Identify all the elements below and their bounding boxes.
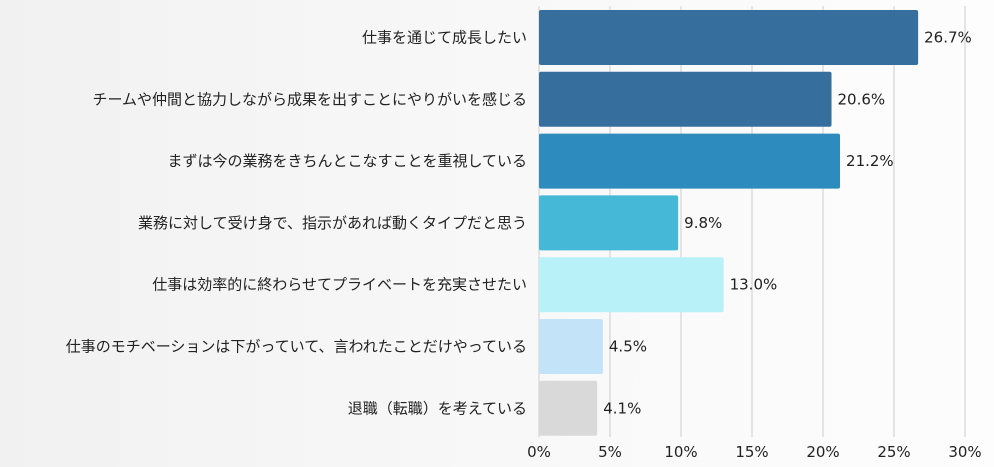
category-label-3: 業務に対して受け身で、指示があれば動くタイプだと思う — [138, 214, 527, 232]
category-label-2: まずは今の業務をきちんとこなすことを重視している — [167, 152, 527, 170]
bar-1 — [539, 71, 832, 127]
bar-2 — [539, 133, 841, 189]
x-tick-label-5: 25% — [877, 443, 910, 461]
bar-4 — [539, 257, 724, 313]
x-tick-label-1: 5% — [598, 443, 622, 461]
x-tick-label-6: 30% — [948, 443, 981, 461]
value-label-4: 13.0% — [730, 276, 778, 294]
bar-5 — [539, 319, 603, 374]
x-tick-label-3: 15% — [735, 443, 768, 461]
category-label-5: 仕事のモチベーションは下がっていて、言われたことだけやっている — [66, 338, 527, 356]
bar-6 — [539, 380, 598, 436]
x-tick-label-2: 10% — [664, 443, 697, 461]
bar-3 — [539, 195, 679, 251]
bars — [539, 10, 919, 436]
value-label-3: 9.8% — [684, 214, 722, 232]
category-label-4: 仕事は効率的に終わらせてプライベートを充実させたい — [152, 276, 527, 294]
category-label-6: 退職（転職）を考えている — [348, 399, 527, 417]
x-tick-label-0: 0% — [527, 443, 551, 461]
value-label-5: 4.5% — [609, 338, 647, 356]
bar-0 — [539, 10, 919, 65]
value-labels: 26.7% 20.6% 21.2% 9.8% 13.0% 4.5% 4.1% — [603, 29, 972, 418]
x-axis-tick-labels: 0% 5% 10% 15% 20% 25% 30% — [527, 443, 982, 461]
category-label-0: 仕事を通じて成長したい — [362, 29, 527, 47]
x-tick-label-4: 20% — [806, 443, 839, 461]
value-label-0: 26.7% — [924, 29, 972, 47]
category-labels: 仕事を通じて成長したいチームや仲間と協力しながら成果を出すことにやりがいを感じる… — [66, 29, 527, 418]
value-label-6: 4.1% — [603, 399, 641, 417]
value-label-1: 20.6% — [838, 90, 886, 108]
category-label-1: チームや仲間と協力しながら成果を出すことにやりがいを感じる — [92, 90, 527, 108]
value-label-2: 21.2% — [846, 152, 894, 170]
